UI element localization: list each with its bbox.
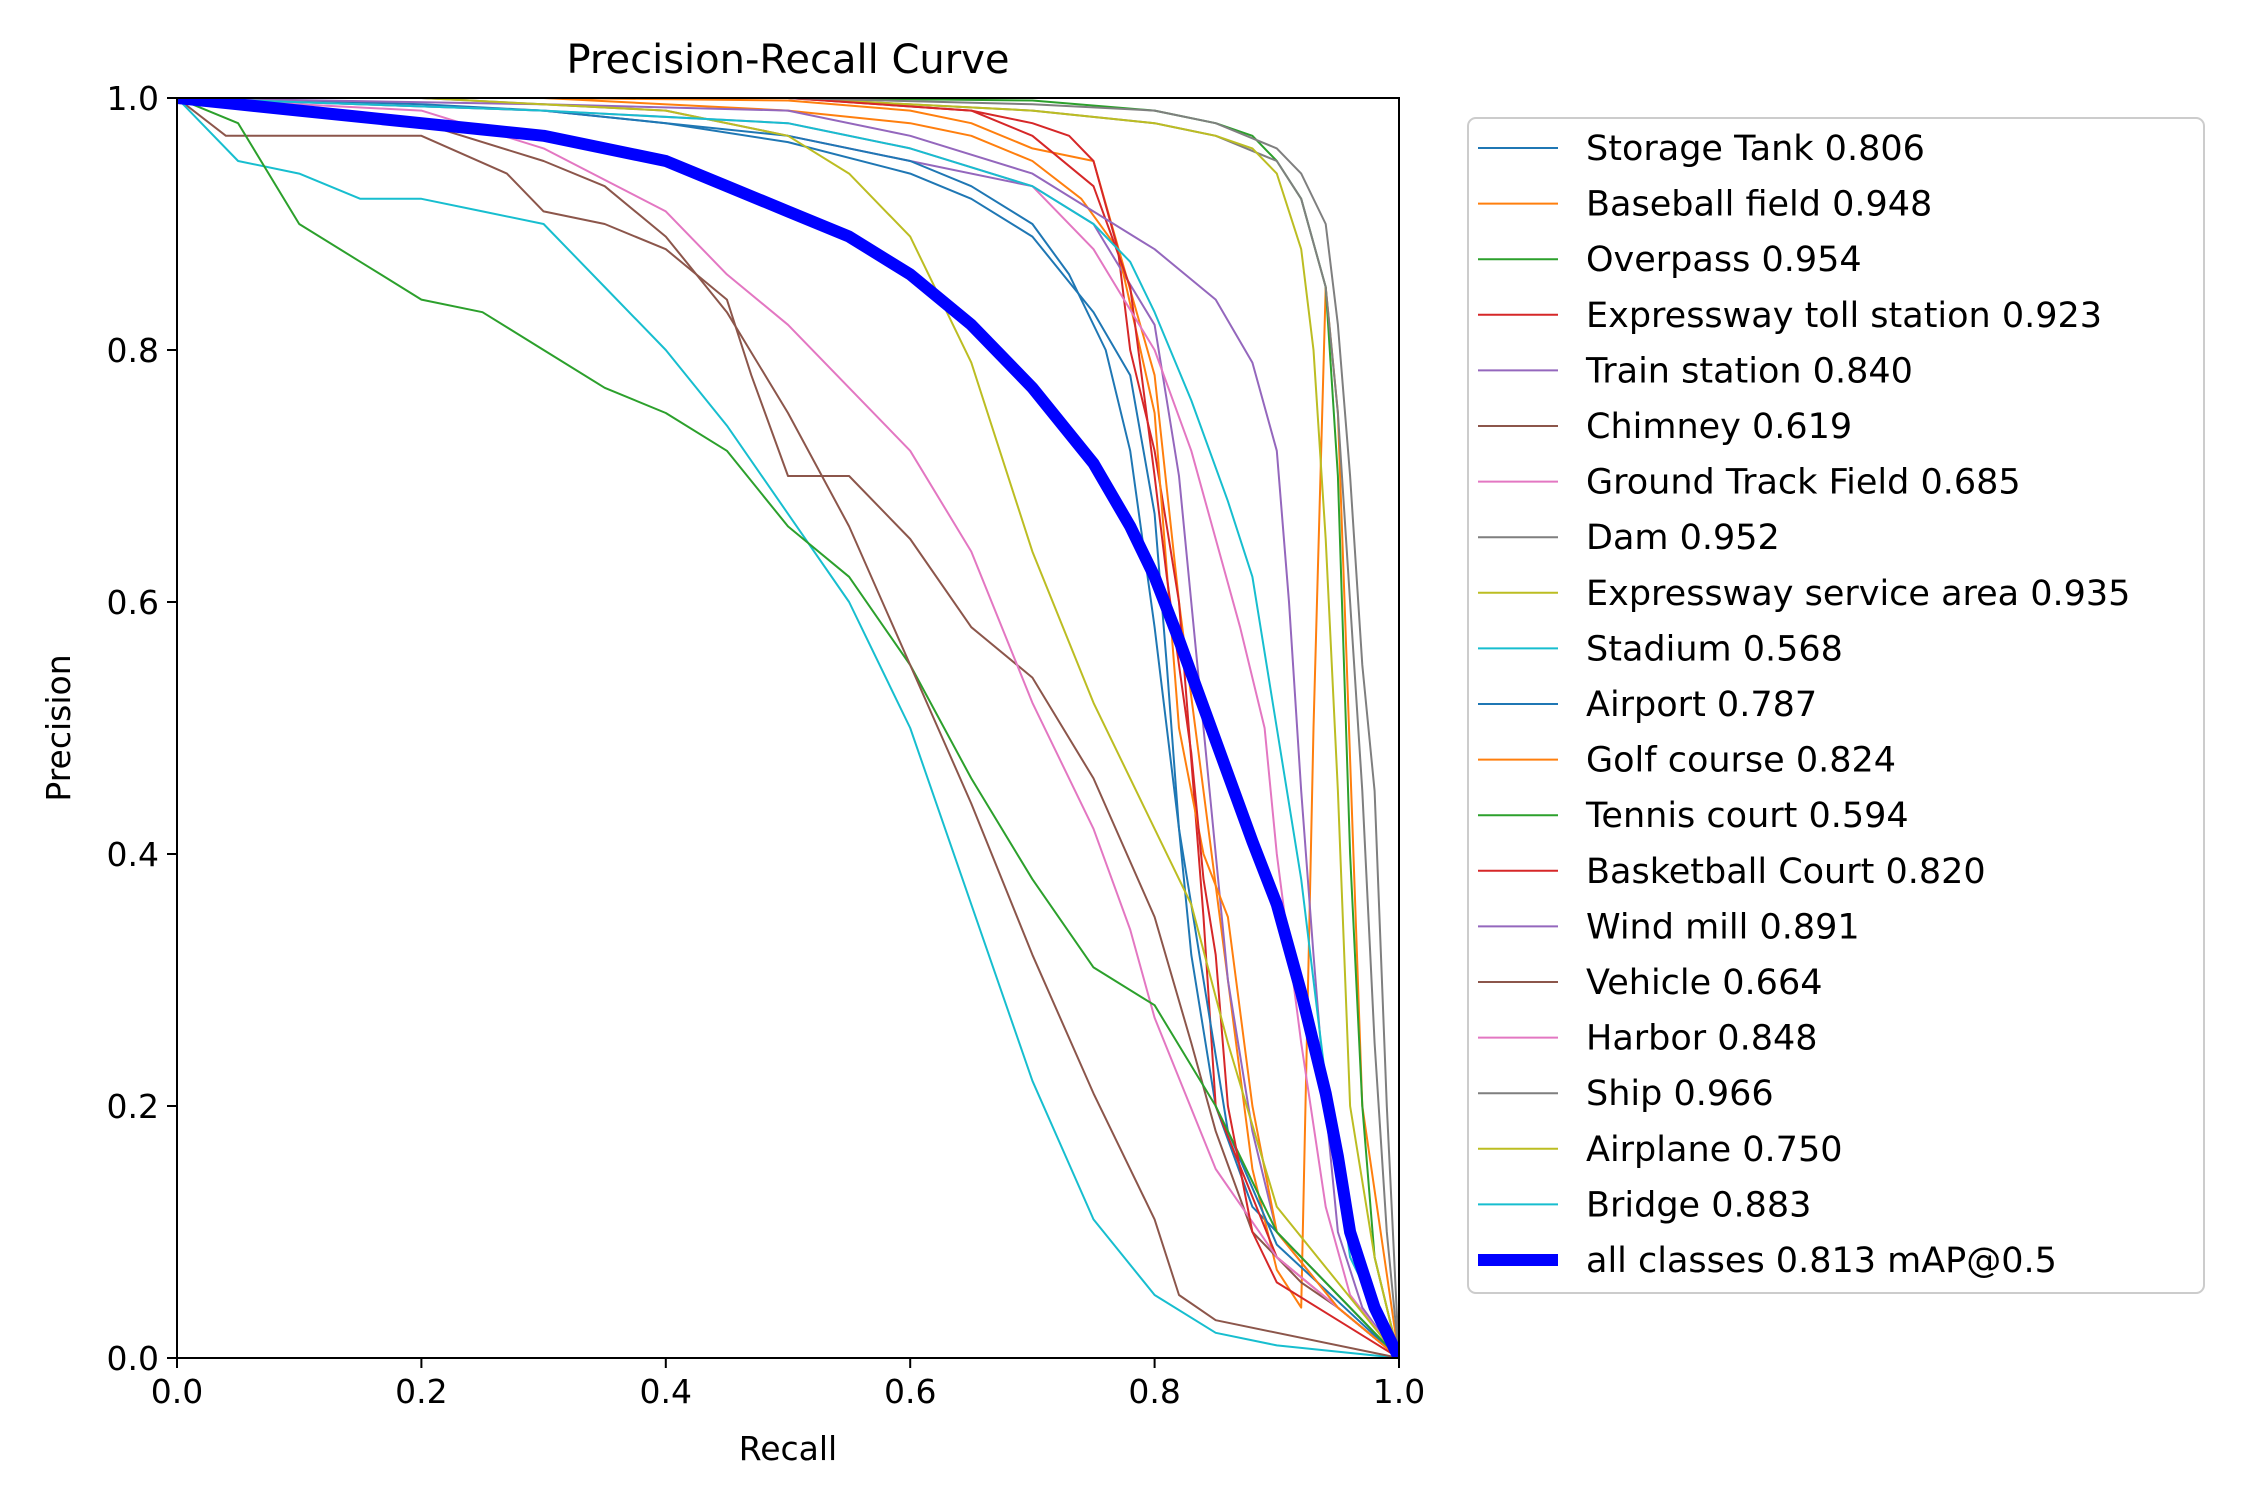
- series-line-20: [177, 98, 1399, 1358]
- legend-label-5: Chimney 0.619: [1586, 407, 1852, 447]
- series-line-10: [177, 98, 1399, 1358]
- series-line-8: [177, 98, 1399, 1358]
- x-tick-label: 0.0: [151, 1372, 203, 1411]
- legend-label-11: Golf course 0.824: [1586, 741, 1896, 781]
- ticks-layer: 0.0 0.2 0.4 0.6 0.8 1.0 0.0 0.2 0.4 0.6 0.8 1.0: [107, 79, 1426, 1411]
- x-axis-label: Recall: [739, 1429, 837, 1468]
- legend: Storage Tank 0.806 Baseball field 0.948 Ov…: [1467, 117, 2205, 1294]
- legend-label-16: Harbor 0.848: [1586, 1019, 1818, 1059]
- legend-label-1: Baseball field 0.948: [1586, 185, 1932, 225]
- series-line-12: [177, 98, 1399, 1358]
- legend-label-17: Ship 0.966: [1586, 1074, 1774, 1114]
- legend-box: [1467, 117, 2205, 1294]
- legend-label-2: Overpass 0.954: [1586, 240, 1862, 280]
- y-tick-label: 0.8: [107, 331, 159, 370]
- legend-label-10: Airport 0.787: [1586, 685, 1817, 725]
- series-line-17: [177, 98, 1399, 1358]
- x-tick-label: 0.6: [884, 1372, 936, 1411]
- y-axis-label: Precision: [39, 654, 78, 801]
- x-tick-label: 1.0: [1373, 1372, 1425, 1411]
- legend-label-6: Ground Track Field 0.685: [1586, 463, 2021, 503]
- y-tick-label: 0.2: [107, 1087, 159, 1126]
- legend-label-13: Basketball Court 0.820: [1586, 852, 1986, 892]
- series-line-6: [177, 98, 1399, 1358]
- series-line-9: [177, 98, 1399, 1358]
- legend-label-18: Airplane 0.750: [1586, 1130, 1842, 1170]
- legend-label-4: Train station 0.840: [1585, 351, 1913, 391]
- y-tick-label: 0.6: [107, 583, 159, 622]
- x-tick-label: 0.4: [640, 1372, 692, 1411]
- legend-label-12: Tennis court 0.594: [1585, 796, 1909, 836]
- legend-label-7: Dam 0.952: [1586, 518, 1780, 558]
- y-tick-label: 1.0: [107, 79, 159, 118]
- legend-label-20: all classes 0.813 mAP@0.5: [1586, 1241, 2057, 1281]
- series-line-14: [177, 98, 1399, 1358]
- x-tick-label: 0.2: [395, 1372, 447, 1411]
- plot-frame: [176, 97, 1400, 1359]
- plot-area: [177, 98, 1399, 1358]
- legend-label-15: Vehicle 0.664: [1586, 963, 1823, 1003]
- legend-label-9: Stadium 0.568: [1586, 629, 1843, 669]
- chart-title: Precision-Recall Curve: [567, 37, 1010, 83]
- series-line-5: [177, 98, 1399, 1358]
- y-tick-label: 0.4: [107, 835, 159, 874]
- series-line-15: [177, 98, 1399, 1358]
- legend-label-3: Expressway toll station 0.923: [1586, 296, 2102, 336]
- legend-label-19: Bridge 0.883: [1586, 1185, 1811, 1225]
- x-tick-label: 0.8: [1128, 1372, 1180, 1411]
- y-tick-label: 0.0: [107, 1339, 159, 1378]
- legend-label-0: Storage Tank 0.806: [1586, 129, 1925, 169]
- series-line-19: [177, 98, 1399, 1358]
- legend-label-14: Wind mill 0.891: [1586, 907, 1860, 947]
- legend-label-8: Expressway service area 0.935: [1586, 574, 2130, 614]
